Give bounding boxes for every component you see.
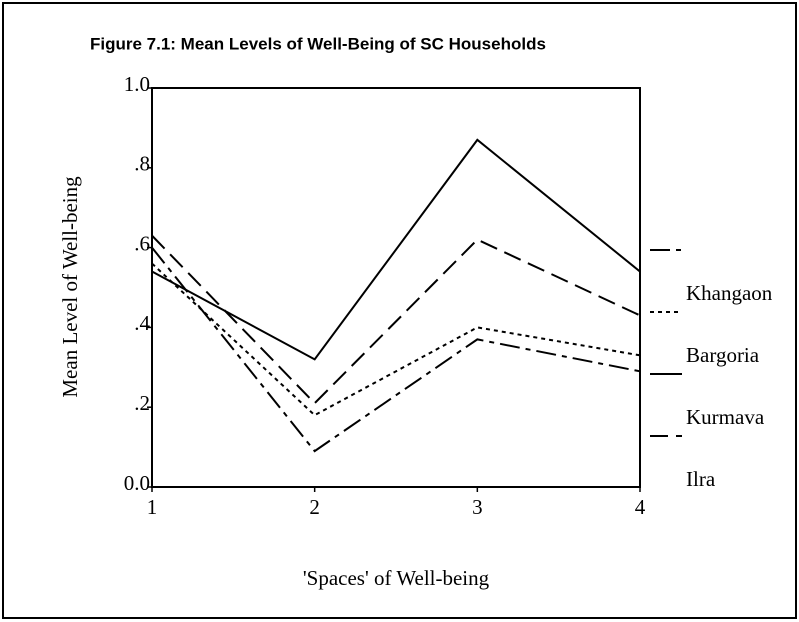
plot-frame bbox=[151, 87, 641, 488]
x-tick-label: 1 bbox=[147, 495, 158, 519]
y-tick-label: .8 bbox=[134, 152, 150, 176]
x-tick-label: 3 bbox=[472, 495, 483, 519]
legend-label: Khangaon bbox=[686, 281, 773, 305]
legend-label: Kurmava bbox=[686, 405, 765, 429]
y-tick-label: .6 bbox=[134, 231, 150, 255]
legend-label: Ilra bbox=[686, 467, 716, 491]
series-line bbox=[151, 262, 641, 417]
y-tick-label: 1.0 bbox=[124, 72, 150, 96]
legend-label: Bargoria bbox=[686, 343, 760, 367]
y-tick-label: .4 bbox=[134, 311, 150, 335]
y-axis-label: Mean Level of Well-being bbox=[58, 176, 82, 398]
y-tick-label: 0.0 bbox=[124, 471, 150, 495]
chart-title: Figure 7.1: Mean Levels of Well-Being of… bbox=[90, 34, 546, 53]
y-tick-label: .2 bbox=[134, 391, 150, 415]
series-line bbox=[151, 246, 641, 453]
x-tick-label: 4 bbox=[635, 495, 646, 519]
x-tick-label: 2 bbox=[309, 495, 320, 519]
series-line bbox=[151, 138, 641, 361]
series-line bbox=[151, 234, 641, 405]
x-axis-label: 'Spaces' of Well-being bbox=[303, 566, 490, 590]
